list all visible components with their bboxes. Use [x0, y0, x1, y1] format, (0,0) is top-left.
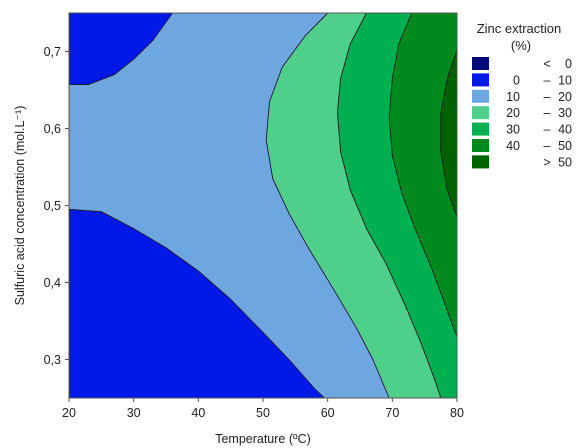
x-axis: 20 30 40 50 60 70 80	[62, 398, 464, 420]
legend-range-high: 50	[558, 139, 572, 153]
legend-range-high: 20	[558, 90, 572, 104]
legend-swatch	[472, 122, 489, 136]
legend-title-line1: Zinc extraction	[477, 21, 562, 36]
y-tick-label: 0,5	[44, 199, 61, 213]
legend-range-low: 30	[506, 123, 520, 137]
legend-range-high: 50	[558, 155, 572, 169]
legend-entry: 0 –10	[472, 73, 572, 87]
legend-entry: 10 –20	[472, 89, 572, 104]
y-axis: 0,3 0,4 0,5 0,6 0,7	[44, 45, 69, 367]
legend-range-operator: –	[544, 73, 551, 87]
legend-swatch	[472, 89, 489, 103]
plot-area	[68, 12, 458, 399]
x-tick-label: 60	[321, 406, 335, 420]
x-tick-label: 80	[450, 406, 464, 420]
x-tick-label: 30	[127, 406, 141, 420]
y-tick-label: 0,6	[44, 122, 61, 136]
legend-title-line2: (%)	[511, 38, 531, 53]
legend-swatch	[472, 155, 489, 169]
x-tick-label: 40	[191, 406, 205, 420]
y-tick-label: 0,4	[44, 276, 61, 290]
legend-range-high: 30	[558, 106, 572, 120]
legend: Zinc extraction (%) <00–1010–2020–3030–4…	[472, 21, 572, 169]
y-axis-label: Sulfuric acid concentration (mol.L⁻¹)	[13, 106, 27, 306]
legend-entry: 20 –30	[472, 106, 572, 120]
legend-range-operator: –	[544, 90, 551, 104]
legend-swatch	[472, 139, 489, 152]
legend-range-low: 20	[506, 106, 520, 120]
y-tick-label: 0,7	[44, 45, 61, 59]
legend-range-operator: –	[544, 123, 551, 137]
legend-range-operator: –	[544, 106, 551, 120]
x-axis-label: Temperature (ºC)	[215, 432, 311, 446]
x-tick-label: 70	[385, 406, 399, 420]
legend-range-low: 10	[506, 90, 520, 104]
x-tick-label: 50	[256, 406, 270, 420]
legend-range-operator: <	[543, 57, 550, 71]
x-tick-label: 20	[62, 406, 76, 420]
legend-range-high: 10	[558, 73, 572, 87]
legend-range-high: 40	[558, 123, 572, 137]
legend-range-high: 0	[565, 57, 572, 71]
legend-entry: <0	[472, 57, 572, 71]
legend-entry: 40 –50	[472, 139, 572, 153]
legend-entry: 30 –40	[472, 122, 572, 137]
legend-entry: >50	[472, 155, 572, 169]
legend-swatch	[472, 106, 489, 120]
y-tick-label: 0,3	[44, 353, 61, 367]
legend-range-low: 0	[513, 73, 520, 87]
legend-range-operator: –	[544, 139, 551, 153]
legend-swatch	[472, 73, 489, 87]
legend-range-low: 40	[506, 139, 520, 153]
legend-swatch	[472, 57, 489, 70]
legend-range-operator: >	[543, 155, 550, 169]
